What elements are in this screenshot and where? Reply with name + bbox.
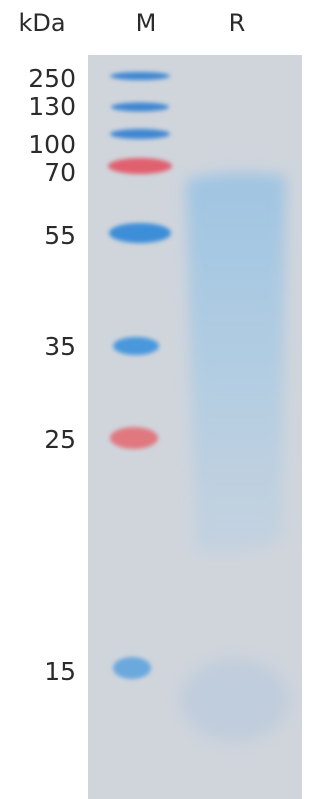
- gel-figure: kDa M R 250 130 100 70 55 35 25 15: [0, 0, 302, 799]
- band: [109, 223, 171, 243]
- marker-label: 15: [44, 657, 76, 686]
- marker-label: 35: [44, 332, 76, 361]
- marker-label: 55: [44, 221, 76, 250]
- marker-label: 250: [28, 64, 76, 93]
- lane-label: R: [229, 9, 246, 37]
- marker-label: 100: [28, 130, 76, 159]
- marker-label: 130: [28, 92, 76, 121]
- band: [110, 129, 170, 139]
- unit-label: kDa: [18, 9, 65, 37]
- band: [113, 337, 159, 355]
- band: [110, 72, 170, 80]
- band: [110, 427, 158, 449]
- marker-label: 25: [44, 425, 76, 454]
- band: [113, 657, 151, 679]
- band: [108, 158, 172, 174]
- marker-label: 70: [44, 158, 76, 187]
- smear: [180, 658, 290, 742]
- band: [111, 103, 169, 112]
- smear: [186, 173, 286, 554]
- lane-label: M: [136, 9, 157, 37]
